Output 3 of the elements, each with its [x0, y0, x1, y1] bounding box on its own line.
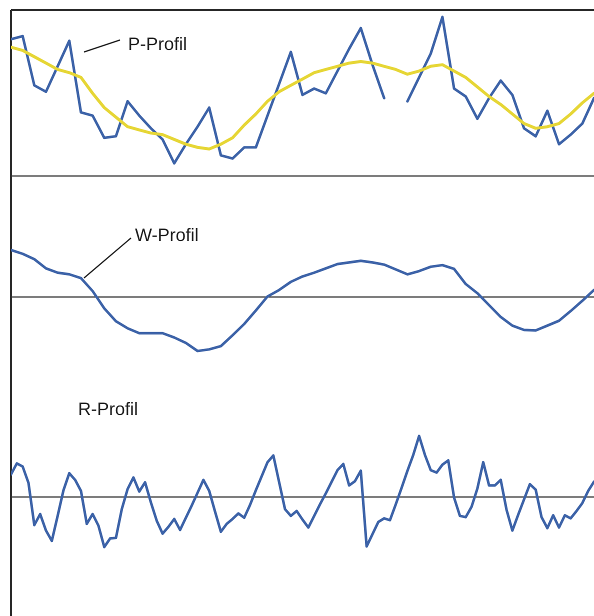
- annotation: P-Profil: [128, 33, 188, 55]
- text: W-Profil: [135, 224, 199, 246]
- text: R-Profil: [78, 398, 138, 420]
